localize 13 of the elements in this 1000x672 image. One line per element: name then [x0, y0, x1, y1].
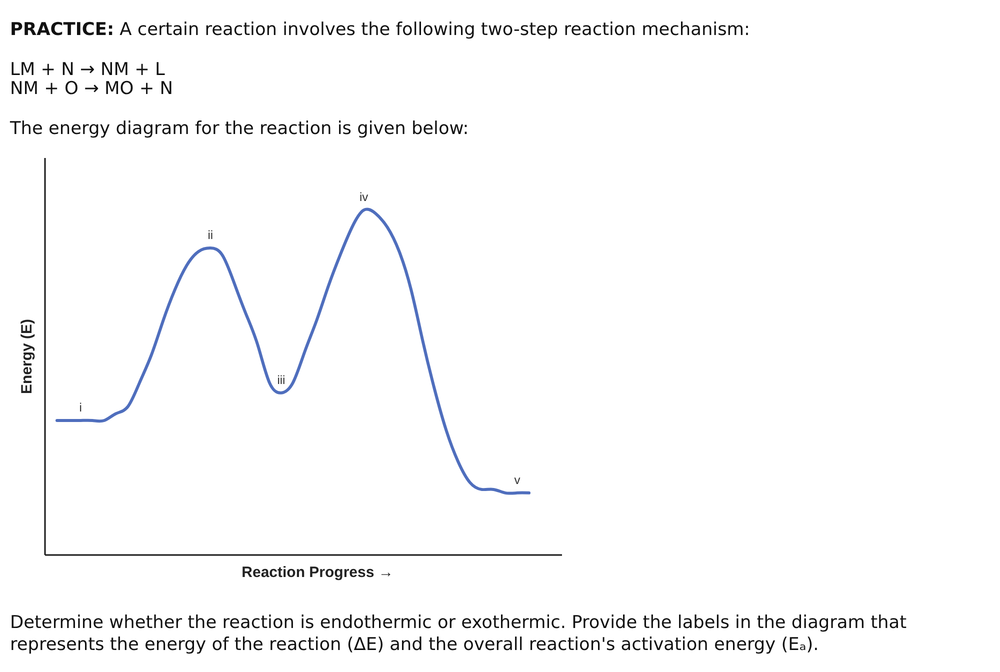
annotation: iii	[277, 372, 286, 387]
annotation: iv	[359, 190, 368, 204]
text: Determine whether the reaction is endothermic or exothermic. Provide the labels in the diagram that represents the energy of the reaction (ΔE) and the overall reaction's activation energy (Eₐ).	[10, 612, 908, 656]
annotation: i	[79, 400, 82, 414]
y-axis-title: Energy (E)	[18, 318, 36, 394]
text: The energy diagram for the reaction is given below:	[10, 119, 469, 139]
text: LM + N → NM + L	[10, 60, 165, 80]
annotation: ii	[208, 228, 214, 242]
x-axis-title: Reaction Progress →	[242, 564, 394, 581]
annotation: v	[514, 472, 520, 487]
text: NM + O → MO + N	[10, 79, 174, 99]
chart-subtitle: A certain reaction involves the following two-step reaction mechanism:	[120, 20, 750, 40]
chart-title: PRACTICE:	[10, 20, 114, 40]
